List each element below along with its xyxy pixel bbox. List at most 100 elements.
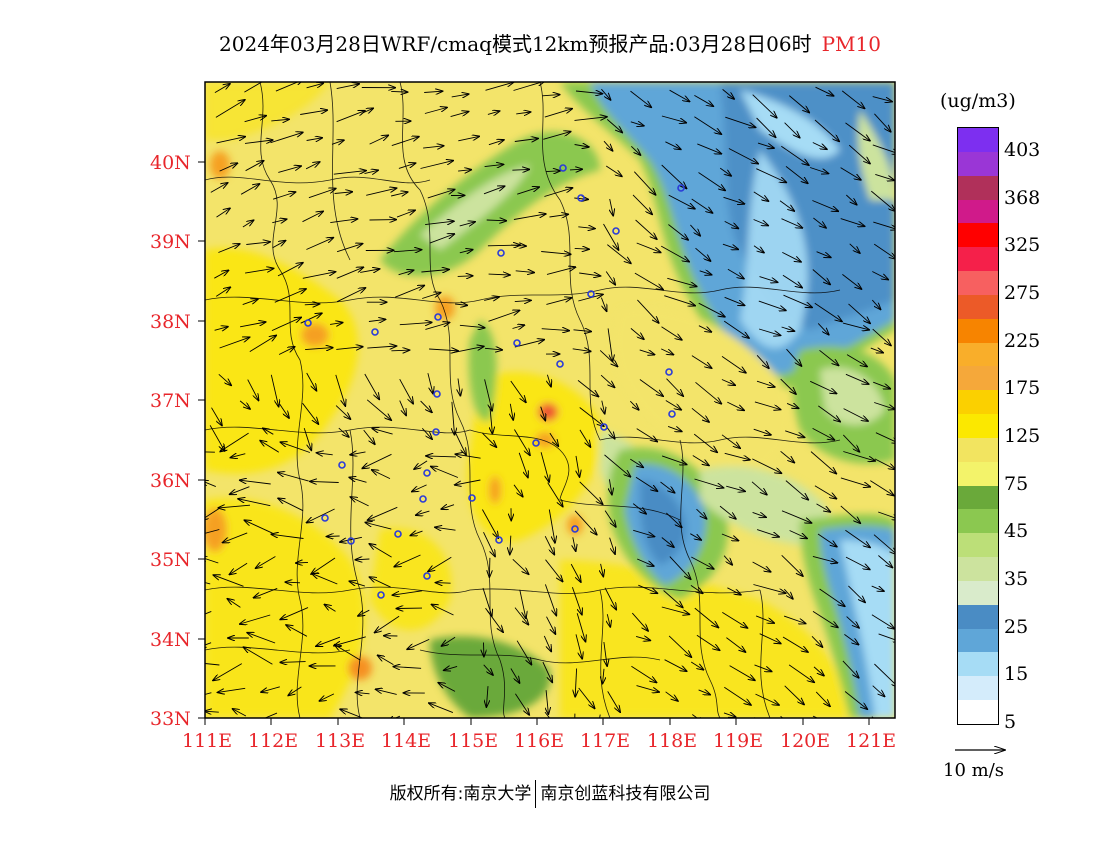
- wind-arrow: [570, 563, 581, 582]
- legend-swatch: [958, 628, 998, 653]
- wind-arrow: [605, 165, 622, 176]
- legend-unit: (ug/m3): [940, 90, 1016, 112]
- wind-arrow: [812, 428, 835, 440]
- wind-arrow: [340, 536, 362, 542]
- wind-arrow: [783, 294, 813, 307]
- wind-arrow: [721, 356, 746, 372]
- wind-arrow: [698, 172, 726, 191]
- legend-swatch: [958, 604, 998, 630]
- wind-arrow: [442, 636, 456, 646]
- wind-arrow: [361, 108, 373, 113]
- wind-arrow: [845, 373, 869, 384]
- lat-label: 38N: [150, 311, 191, 333]
- city-marker: [556, 360, 564, 368]
- wind-arrow: [263, 428, 274, 435]
- legend-swatch: [958, 247, 998, 272]
- wind-arrow: [874, 113, 890, 132]
- wind-arrow: [845, 194, 856, 205]
- wind-arrow: [693, 433, 717, 452]
- wind-arrow: [784, 685, 804, 705]
- wind-arrow: [721, 533, 739, 541]
- wind-arrow: [722, 89, 735, 99]
- wind-arrow: [629, 400, 638, 410]
- wind-arrow: [780, 378, 796, 394]
- wind-arrow: [600, 297, 606, 312]
- wind-arrow: [372, 470, 391, 480]
- wind-arrow: [753, 584, 785, 594]
- wind-arrow: [306, 138, 323, 141]
- wind-arrow: [247, 379, 259, 401]
- wind-arrow: [349, 477, 367, 483]
- wind-arrow: [661, 606, 690, 614]
- wind-arrow: [336, 244, 362, 253]
- wind-arrow: [753, 428, 771, 435]
- wind-arrow: [333, 171, 366, 175]
- wind-arrow: [487, 111, 500, 114]
- wind-arrow: [272, 192, 295, 200]
- wind-arrow: [369, 544, 392, 558]
- wind-arrow: [350, 581, 366, 587]
- wind-arrow: [391, 350, 409, 351]
- legend-swatch: [958, 437, 998, 463]
- lon-label: 111E: [182, 730, 232, 752]
- wind-arrow: [780, 450, 795, 462]
- wind-arrow: [690, 661, 703, 670]
- wind-arrow: [281, 442, 311, 453]
- wind-arrow: [391, 91, 407, 92]
- wind-arrow: [441, 505, 455, 509]
- wind-arrow: [870, 480, 893, 496]
- wind-arrow: [421, 270, 449, 273]
- wind-arrow: [698, 690, 711, 695]
- wind-arrow: [569, 169, 582, 170]
- wind-arrow: [399, 378, 413, 403]
- wind-arrow: [218, 687, 246, 692]
- wind-arrow: [840, 218, 865, 227]
- city-marker: [559, 164, 567, 172]
- wind-arrow: [698, 302, 725, 317]
- wind-arrow: [363, 429, 375, 444]
- wind-arrow: [636, 428, 658, 442]
- wind-arrow: [436, 583, 451, 584]
- city-marker: [668, 410, 676, 418]
- wind-arrow: [459, 325, 485, 327]
- wind-arrow: [721, 379, 735, 386]
- wind-arrow: [781, 510, 811, 523]
- wind-arrow: [482, 587, 492, 616]
- wind-arrow: [240, 184, 259, 195]
- wind-arrow: [846, 616, 859, 628]
- wind-arrow: [753, 245, 764, 253]
- legend-swatch: [958, 342, 998, 367]
- wind-arrow: [368, 319, 385, 321]
- wind-arrow: [544, 109, 572, 118]
- wind-arrow: [697, 143, 721, 154]
- wind-arrow: [244, 82, 271, 93]
- wind-arrow: [244, 647, 273, 665]
- wind-arrow: [424, 108, 447, 114]
- wind-arrow: [545, 559, 563, 582]
- legend-level-label: 368: [1004, 186, 1041, 209]
- wind-arrow: [639, 349, 655, 355]
- wind-arrow: [871, 586, 884, 591]
- wind-arrow: [753, 191, 769, 201]
- wind-arrow: [631, 612, 648, 631]
- wind-arrow: [722, 243, 738, 249]
- wind-arrow: [574, 248, 589, 249]
- wind-arrow: [812, 142, 827, 150]
- city-marker: [587, 290, 595, 298]
- wind-arrow: [878, 555, 892, 568]
- wind-arrow: [488, 140, 504, 146]
- wind-arrow: [543, 635, 551, 652]
- wind-arrow: [816, 251, 831, 258]
- wind-arrow: [459, 222, 475, 226]
- wind-arrow: [661, 326, 682, 340]
- lat-label: 35N: [150, 549, 191, 571]
- wind-arrow: [304, 304, 320, 305]
- lat-label: 39N: [150, 231, 191, 253]
- wind-arrow: [218, 373, 231, 385]
- wind-arrow: [873, 381, 890, 389]
- legend-level-label: 403: [1004, 139, 1041, 161]
- wind-arrow: [604, 587, 616, 610]
- wind-arrow: [665, 512, 681, 527]
- wind-arrow: [325, 605, 336, 612]
- wind-arrow: [664, 659, 687, 672]
